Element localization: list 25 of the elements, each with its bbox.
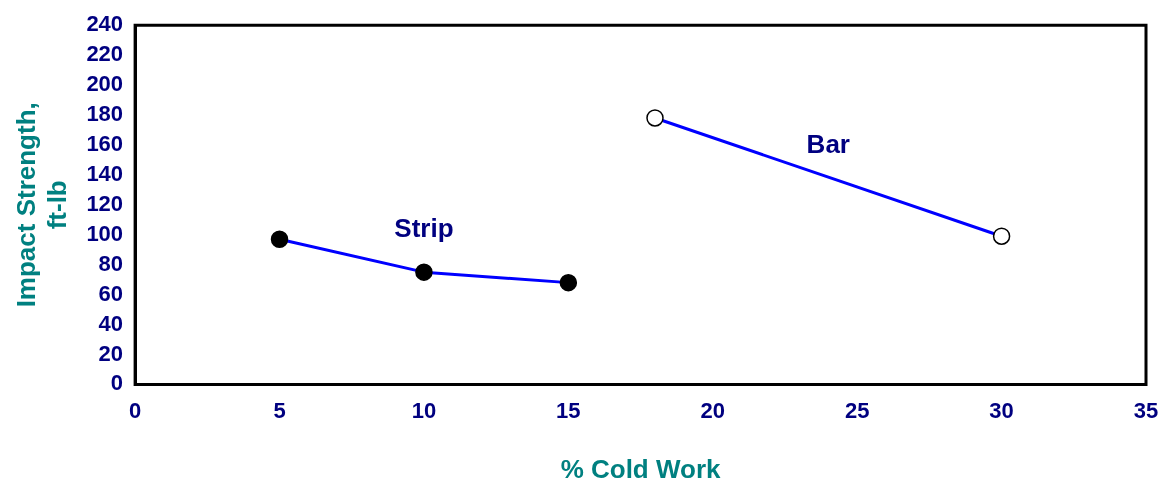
y-tick-label: 120 xyxy=(86,190,124,216)
y-tick-label: 140 xyxy=(86,160,124,186)
y-tick-label: 40 xyxy=(98,310,124,336)
series-label: Strip xyxy=(394,213,454,244)
y-tick-label: 60 xyxy=(98,280,124,306)
y-axis-title: Impact Strength, ft-lb xyxy=(10,102,72,308)
x-tick-label: 20 xyxy=(700,397,725,423)
y-tick-label: 100 xyxy=(86,220,124,246)
y-tick-label: 180 xyxy=(86,101,124,127)
x-tick-label: 0 xyxy=(128,397,142,423)
x-tick-label: 10 xyxy=(411,397,437,423)
y-tick-label: 200 xyxy=(86,71,124,97)
x-tick-label: 25 xyxy=(844,397,870,423)
y-tick-label: 160 xyxy=(86,131,124,156)
series-label: Bar xyxy=(806,129,850,160)
y-tick-label: 80 xyxy=(98,250,124,276)
x-tick-label: 15 xyxy=(556,397,581,423)
y-tick-label: 220 xyxy=(86,41,124,67)
x-tick-label: 35 xyxy=(1133,397,1159,423)
y-tick-label: 20 xyxy=(98,340,124,366)
y-tick-label: 0 xyxy=(110,370,124,396)
x-axis-title: % Cold Work xyxy=(560,453,722,484)
x-tick-label: 30 xyxy=(989,397,1014,423)
x-tick-label: 5 xyxy=(273,397,286,423)
y-tick-label: 240 xyxy=(86,11,124,37)
